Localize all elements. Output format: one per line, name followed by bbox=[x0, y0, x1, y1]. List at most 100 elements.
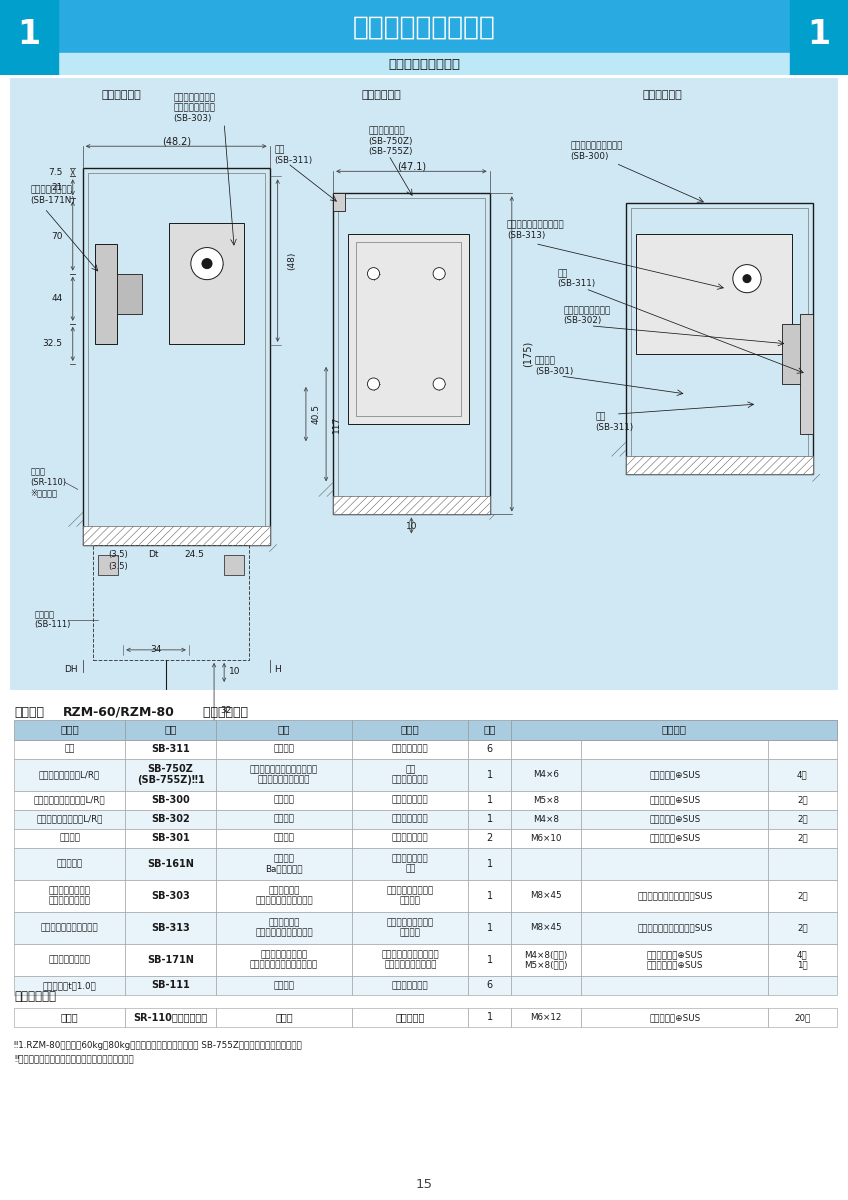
Bar bbox=[126, 720, 216, 739]
Bar bbox=[768, 976, 837, 995]
Text: (175): (175) bbox=[523, 341, 533, 367]
Bar bbox=[468, 976, 510, 995]
Bar bbox=[510, 847, 582, 880]
Bar bbox=[510, 758, 582, 791]
Text: 1: 1 bbox=[487, 955, 493, 965]
Bar bbox=[356, 241, 461, 416]
Circle shape bbox=[367, 378, 380, 390]
Bar bbox=[14, 758, 126, 791]
Text: マグネット受取付
プレート付上吹車
(SB-303): マグネット受取付 プレート付上吹車 (SB-303) bbox=[174, 94, 215, 122]
Bar bbox=[352, 1008, 468, 1027]
Text: 20本: 20本 bbox=[795, 1013, 811, 1022]
Bar bbox=[333, 193, 345, 211]
Text: (48): (48) bbox=[287, 252, 296, 270]
Text: 裏板: 裏板 bbox=[64, 745, 75, 754]
Text: 15: 15 bbox=[416, 1178, 432, 1190]
Bar bbox=[468, 720, 510, 739]
Text: ケース：ポリアセタール樹脂
ハウジング：スチール: ケース：ポリアセタール樹脂 ハウジング：スチール bbox=[250, 764, 318, 785]
Text: 裏板
(SB-311): 裏板 (SB-311) bbox=[275, 145, 313, 164]
Text: 有色クロメート: 有色クロメート bbox=[392, 834, 429, 842]
Text: 有色クロメート
生地: 有色クロメート 生地 bbox=[392, 854, 429, 874]
Circle shape bbox=[191, 247, 223, 280]
Text: 枚：スチール
車：ポリアセタール樹脂: 枚：スチール 車：ポリアセタール樹脂 bbox=[255, 886, 313, 906]
Bar bbox=[510, 720, 837, 739]
Bar bbox=[510, 1008, 582, 1027]
Bar bbox=[216, 758, 352, 791]
Bar bbox=[582, 880, 768, 912]
Text: 裏板
(SB-311): 裏板 (SB-311) bbox=[557, 269, 595, 288]
Bar bbox=[216, 880, 352, 912]
Text: 2: 2 bbox=[487, 833, 493, 844]
Bar bbox=[510, 976, 582, 995]
Text: 上吹引き戸ストッパー
(SB-300): 上吹引き戸ストッパー (SB-300) bbox=[571, 142, 622, 161]
Text: シリンダー：アルマイト
ピストンロッド：生地: シリンダー：アルマイト ピストンロッド：生地 bbox=[382, 950, 439, 970]
Text: 有色クロメート: 有色クロメート bbox=[392, 745, 429, 754]
Bar bbox=[169, 223, 244, 344]
Text: 21: 21 bbox=[51, 182, 63, 192]
Circle shape bbox=[202, 258, 212, 269]
Text: スチール: スチール bbox=[274, 834, 295, 842]
Bar bbox=[468, 1008, 510, 1027]
Bar bbox=[352, 791, 468, 810]
Text: ナベ小ネジ⊕SUS: ナベ小ネジ⊕SUS bbox=[650, 815, 700, 823]
Bar bbox=[768, 810, 837, 829]
Bar bbox=[14, 912, 126, 943]
Bar bbox=[582, 758, 768, 791]
Bar bbox=[636, 234, 792, 354]
Bar bbox=[224, 554, 244, 575]
Text: 材質: 材質 bbox=[278, 725, 291, 734]
Bar bbox=[352, 880, 468, 912]
Text: 2本: 2本 bbox=[797, 815, 808, 823]
Text: M6×10: M6×10 bbox=[530, 834, 562, 842]
Bar bbox=[126, 791, 216, 810]
Bar bbox=[216, 912, 352, 943]
Text: M4×8(取付)
M5×8(固定): M4×8(取付) M5×8(固定) bbox=[524, 950, 568, 970]
Text: 引戸クローザー
(SB-750Z)
(SB-755Z): 引戸クローザー (SB-750Z) (SB-755Z) bbox=[369, 126, 413, 156]
Text: H: H bbox=[275, 666, 282, 674]
Text: M6×12: M6×12 bbox=[531, 1013, 562, 1022]
Bar bbox=[126, 810, 216, 829]
Text: ガイドローラー（別途）: ガイドローラー（別途） bbox=[37, 766, 92, 775]
Text: ナベ小ネジ⊕SUS: ナベ小ネジ⊕SUS bbox=[650, 770, 700, 779]
Text: SB-111: SB-111 bbox=[151, 980, 190, 990]
Bar bbox=[510, 880, 582, 912]
Bar bbox=[126, 829, 216, 847]
Bar bbox=[216, 810, 352, 829]
Text: SR-110（受注生産）: SR-110（受注生産） bbox=[134, 1013, 208, 1022]
Bar bbox=[352, 720, 468, 739]
Bar bbox=[510, 829, 582, 847]
Bar bbox=[14, 880, 126, 912]
Bar bbox=[83, 168, 270, 545]
Bar bbox=[768, 720, 837, 739]
Bar bbox=[510, 943, 582, 976]
Text: 上吹引き戸キャッチ
(SB-302): 上吹引き戸キャッチ (SB-302) bbox=[563, 306, 611, 325]
Bar bbox=[14, 739, 126, 758]
Text: 開放時戸尻側: 開放時戸尻側 bbox=[642, 90, 682, 100]
Bar bbox=[582, 829, 768, 847]
Bar bbox=[768, 739, 837, 758]
Bar bbox=[468, 847, 510, 880]
Text: ‼1.RZM-80（扈重量60kg～80kg）には重量用引戸クローザー SB-755Zがセットされております。: ‼1.RZM-80（扈重量60kg～80kg）には重量用引戸クローザー SB-7… bbox=[14, 1040, 302, 1050]
Bar bbox=[126, 758, 216, 791]
Text: SB-300: SB-300 bbox=[151, 796, 190, 805]
Circle shape bbox=[733, 265, 762, 293]
Text: 1: 1 bbox=[807, 18, 830, 52]
Bar bbox=[510, 912, 582, 943]
Text: 2本: 2本 bbox=[797, 834, 808, 842]
Bar bbox=[510, 810, 582, 829]
Text: 6: 6 bbox=[487, 744, 493, 754]
Text: SB-313: SB-313 bbox=[151, 923, 190, 932]
Bar bbox=[352, 810, 468, 829]
Text: サラ小ネジ⊕SUS: サラ小ネジ⊕SUS bbox=[650, 1013, 700, 1022]
Bar bbox=[510, 720, 582, 739]
Bar bbox=[582, 976, 768, 995]
Bar bbox=[352, 976, 468, 995]
Text: M5×8: M5×8 bbox=[533, 796, 559, 805]
Bar bbox=[333, 497, 489, 515]
Text: 1: 1 bbox=[487, 814, 493, 824]
Text: セット部品表: セット部品表 bbox=[199, 706, 248, 719]
Text: 枚：有色クロメート
車：生地: 枚：有色クロメート 車：生地 bbox=[387, 886, 434, 906]
Bar bbox=[468, 943, 510, 976]
Text: セット外部品: セット外部品 bbox=[14, 990, 56, 1003]
Bar bbox=[349, 234, 470, 424]
